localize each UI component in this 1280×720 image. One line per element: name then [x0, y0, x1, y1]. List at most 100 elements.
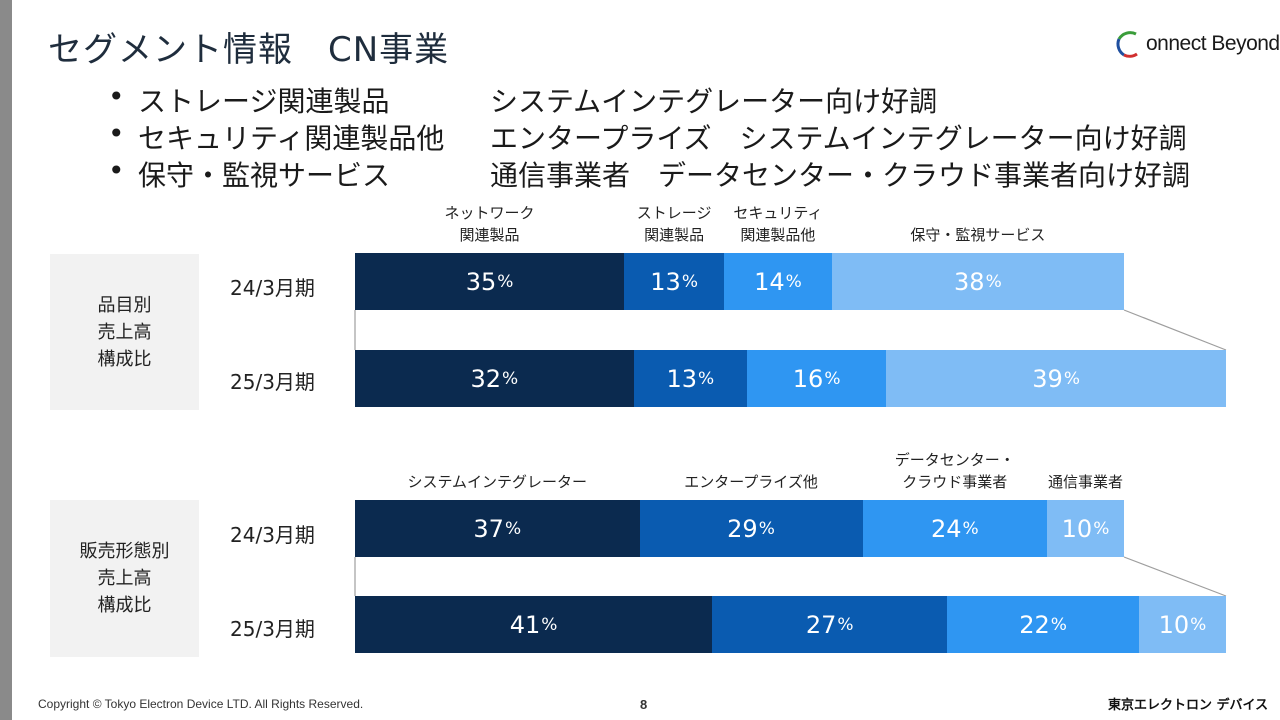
segment-value: 29 — [727, 514, 758, 543]
bullet-label: 保守・監視サービス — [138, 159, 391, 192]
percent-sign: % — [1063, 368, 1080, 389]
bullet-marker: • — [108, 117, 125, 150]
product-category-label: ストレージ 関連製品 — [637, 202, 712, 246]
bullet-marker: • — [108, 154, 125, 187]
percent-sign: % — [824, 368, 841, 389]
period-label: 25/3月期 — [230, 370, 315, 394]
sales-stacked-bar: 37% 29% 24% 10% — [355, 500, 1124, 557]
category-line: 通信事業者 — [1048, 473, 1124, 491]
box-line: 構成比 — [97, 348, 152, 370]
bar-segment: 24% — [862, 500, 1048, 557]
bar-segment: 27% — [712, 596, 948, 653]
percent-sign: % — [698, 368, 715, 389]
category-line: ストレージ — [636, 204, 712, 222]
copyright-text: Copyright © Tokyo Electron Device LTD. A… — [38, 697, 364, 711]
segment-value: 41 — [509, 610, 541, 639]
segment-value: 39 — [1032, 364, 1063, 393]
bullet-description: 通信事業者 データセンター・クラウド事業者向け好調 — [490, 159, 1191, 192]
bar-segment: 10% — [1138, 596, 1226, 653]
period-label: 24/3月期 — [230, 276, 315, 300]
bullet-description: エンタープライズ システムインテグレーター向け好調 — [490, 122, 1187, 155]
box-line: 販売形態別 — [79, 541, 170, 562]
percent-sign: % — [1093, 518, 1110, 539]
percent-sign: % — [962, 518, 979, 539]
connector-right — [1123, 556, 1227, 597]
sales-category-label: システムインテグレーター — [407, 471, 587, 493]
percent-sign: % — [502, 368, 519, 389]
segment-value: 35 — [465, 267, 497, 296]
percent-sign: % — [837, 614, 854, 635]
segment-value: 13 — [666, 364, 698, 393]
segment-value: 16 — [792, 364, 824, 393]
segment-value: 10 — [1158, 610, 1190, 639]
segment-value: 13 — [650, 267, 681, 296]
bar-segment: 13% — [624, 253, 725, 310]
product-category-label: 保守・監視サービス — [910, 224, 1045, 246]
bar-segment: 37% — [355, 500, 640, 557]
sales-composition-label-box: 販売形態別 売上高 構成比 — [50, 500, 199, 657]
product-category-label: ネットワーク 関連製品 — [445, 202, 535, 246]
bar-segment: 16% — [746, 350, 887, 407]
percent-sign: % — [541, 614, 558, 635]
percent-sign: % — [504, 518, 522, 539]
segment-value: 14 — [754, 267, 785, 296]
product-stacked-bar: 32% 13% 16% 39% — [355, 350, 1226, 407]
segment-value: 38 — [954, 267, 985, 296]
bar-segment: 41% — [355, 596, 713, 653]
logo-text: onnect Beyond — [1146, 32, 1280, 55]
segment-value: 10 — [1061, 514, 1093, 543]
category-line: 関連製品 — [459, 226, 520, 244]
bullet-label: セキュリティ関連製品他 — [138, 122, 445, 155]
category-line: 関連製品 — [644, 226, 705, 244]
category-line: セキュリティ — [733, 204, 823, 222]
segment-value: 32 — [470, 364, 502, 393]
period-label: 25/3月期 — [230, 617, 315, 641]
sales-category-label: エンタープライズ他 — [684, 471, 818, 493]
percent-sign: % — [1190, 614, 1207, 635]
bullet-description: システムインテグレーター向け好調 — [490, 85, 938, 118]
sales-category-label: 通信事業者 — [1048, 471, 1123, 493]
bar-segment: 38% — [831, 253, 1124, 310]
category-line: ネットワーク — [444, 204, 535, 222]
connect-beyond-logo: onnect Beyond — [1114, 24, 1280, 64]
bar-segment: 22% — [947, 596, 1139, 653]
period-label: 24/3月期 — [230, 523, 315, 547]
segment-value: 37 — [473, 514, 504, 543]
box-line: 構成比 — [97, 595, 152, 616]
percent-sign: % — [497, 271, 514, 292]
bar-segment: 29% — [639, 500, 863, 557]
category-line: 保守・監視サービス — [910, 226, 1046, 244]
company-brand: 東京エレクトロン デバイス — [1108, 698, 1269, 713]
page-title: セグメント情報 CN事業 — [48, 30, 450, 70]
segment-value: 27 — [805, 610, 837, 639]
bullet-marker: • — [108, 80, 125, 113]
category-line: エンタープライズ他 — [684, 473, 818, 491]
sales-category-label: データセンター・ クラウド事業者 — [895, 449, 1015, 493]
category-line: 関連製品他 — [740, 226, 816, 244]
box-line: 売上高 — [97, 321, 152, 343]
product-stacked-bar: 35% 13% 14% 38% — [355, 253, 1124, 310]
box-line: 品目別 — [97, 294, 152, 316]
bar-segment: 14% — [724, 253, 832, 310]
percent-sign: % — [785, 271, 802, 292]
product-category-label: セキュリティ 関連製品他 — [733, 202, 822, 246]
percent-sign: % — [1050, 614, 1067, 635]
segment-value: 22 — [1019, 610, 1050, 639]
bar-segment: 35% — [355, 253, 625, 310]
bar-segment: 39% — [886, 350, 1226, 407]
category-line: クラウド事業者 — [902, 473, 1008, 491]
bar-segment: 13% — [633, 350, 747, 407]
product-composition-label-box: 品目別 売上高 構成比 — [50, 254, 199, 410]
page-number: 8 — [640, 697, 648, 712]
percent-sign: % — [681, 271, 698, 292]
bar-segment: 10% — [1047, 500, 1124, 557]
left-edge-strip — [0, 0, 12, 720]
bullet-label: ストレージ関連製品 — [138, 85, 390, 118]
connector-right — [1123, 309, 1227, 351]
segment-value: 24 — [930, 514, 962, 543]
category-line: データセンター・ — [894, 451, 1015, 469]
box-line: 売上高 — [97, 568, 152, 589]
logo-ring-icon — [1116, 31, 1138, 58]
percent-sign: % — [985, 271, 1002, 292]
